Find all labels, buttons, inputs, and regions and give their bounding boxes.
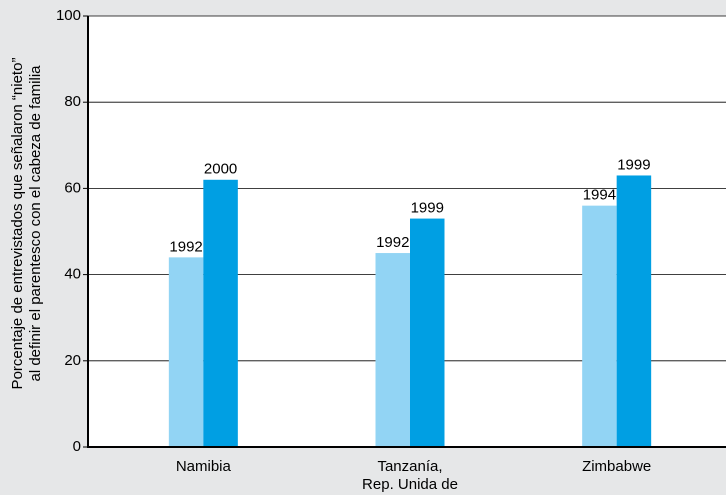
bar-label: 1999	[617, 156, 650, 173]
y-tick-label: 0	[73, 438, 81, 455]
bar	[582, 205, 617, 447]
bar-label: 2000	[204, 161, 237, 178]
bar	[168, 257, 204, 447]
y-tick-label: 20	[64, 352, 81, 369]
bar-label: 1992	[376, 234, 409, 251]
x-tick-label: Rep. Unida de	[362, 476, 458, 493]
bar-label: 1992	[169, 238, 202, 255]
y-tick-label: 60	[64, 179, 81, 196]
bar	[203, 179, 238, 447]
bar-label: 1999	[411, 200, 444, 217]
y-axis-title: Porcentaje de entrevistados que señalaro…	[9, 58, 44, 390]
y-axis-title-line: Porcentaje de entrevistados que señalaro…	[9, 58, 26, 390]
bar	[410, 218, 445, 447]
bar	[375, 253, 410, 447]
bar-label: 1994	[583, 187, 616, 204]
y-tick-label: 80	[64, 93, 81, 110]
y-axis-title-line: al definir el parentesco con el cabeza d…	[27, 65, 44, 382]
x-tick-label: Zimbabwe	[582, 458, 651, 475]
x-tick-label: Tanzanía,	[377, 458, 442, 475]
y-tick-label: 40	[64, 266, 81, 283]
x-tick-label: Namibia	[176, 458, 232, 475]
y-tick-label: 100	[56, 7, 81, 24]
bar	[616, 175, 652, 447]
